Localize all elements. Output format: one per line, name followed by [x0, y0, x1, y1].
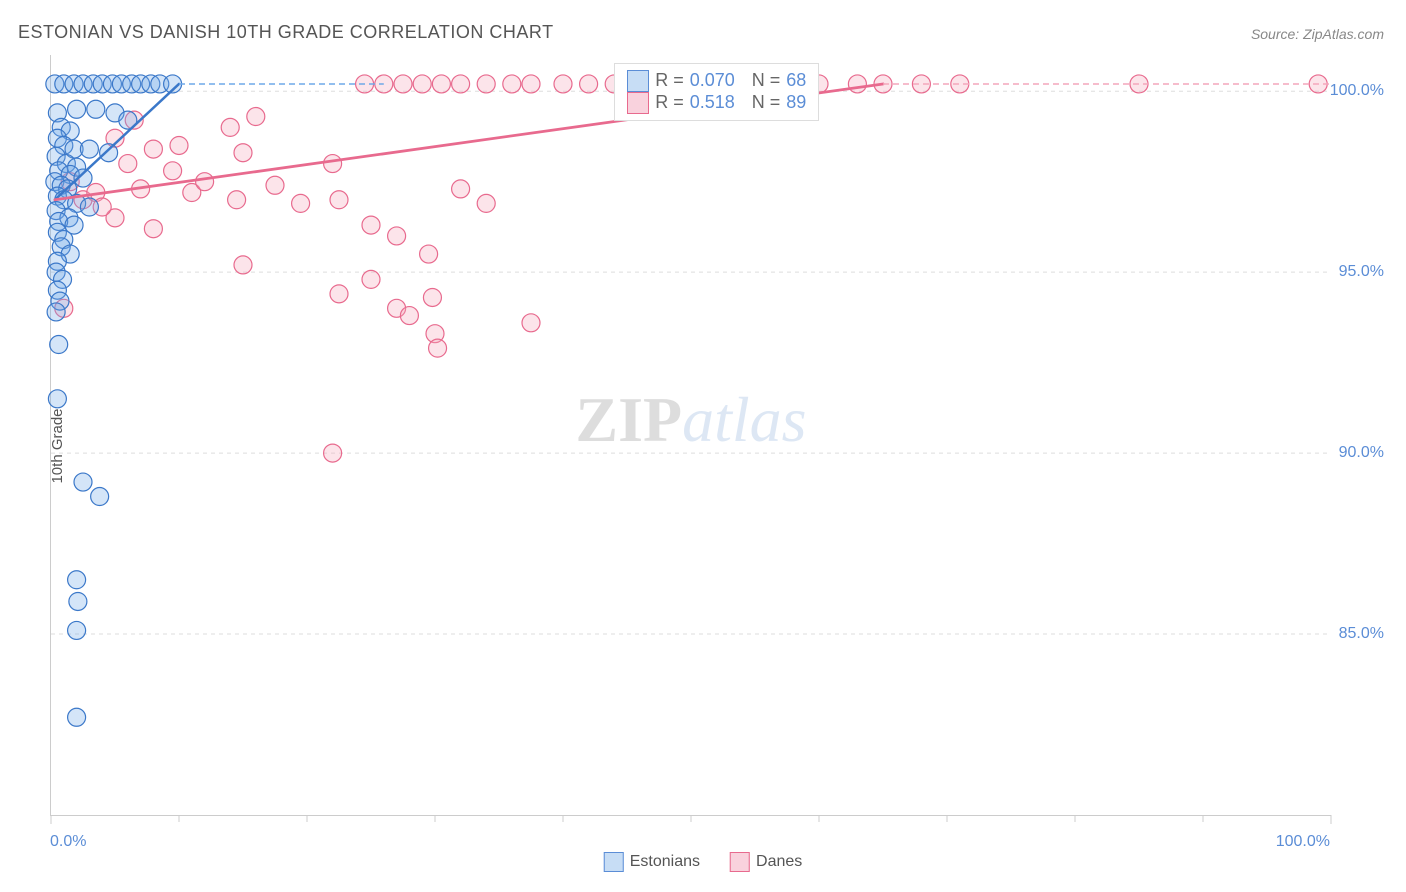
stats-r: 0.518	[690, 92, 735, 113]
legend-item: Estonians	[604, 852, 700, 872]
stats-n: 68	[786, 70, 806, 91]
stats-swatch	[627, 70, 649, 92]
x-tick-label: 100.0%	[1276, 833, 1330, 851]
stats-n: 89	[786, 92, 806, 113]
legend-swatch	[604, 852, 624, 872]
scatter-svg	[51, 55, 1331, 815]
stats-row: R = 0.518 N = 89	[627, 92, 806, 114]
legend-label: Danes	[756, 853, 802, 870]
stats-legend-box: R = 0.070 N = 68 R = 0.518 N = 89	[614, 63, 819, 121]
plot-area: ZIPatlas R = 0.070 N = 68 R = 0.518 N = …	[50, 55, 1331, 816]
stats-row: R = 0.070 N = 68	[627, 70, 806, 92]
y-tick-label: 95.0%	[1339, 263, 1384, 281]
chart-title: ESTONIAN VS DANISH 10TH GRADE CORRELATIO…	[18, 22, 554, 43]
bottom-legend: Estonians Danes	[604, 852, 803, 872]
y-tick-label: 100.0%	[1330, 82, 1384, 100]
source-label: Source: ZipAtlas.com	[1251, 26, 1384, 42]
y-tick-label: 85.0%	[1339, 625, 1384, 643]
x-tick-label: 0.0%	[50, 833, 86, 851]
legend-item: Danes	[730, 852, 802, 872]
stats-swatch	[627, 92, 649, 114]
legend-swatch	[730, 852, 750, 872]
legend-label: Estonians	[630, 853, 700, 870]
stats-r: 0.070	[690, 70, 735, 91]
chart-container: ESTONIAN VS DANISH 10TH GRADE CORRELATIO…	[0, 0, 1406, 892]
y-tick-label: 90.0%	[1339, 444, 1384, 462]
